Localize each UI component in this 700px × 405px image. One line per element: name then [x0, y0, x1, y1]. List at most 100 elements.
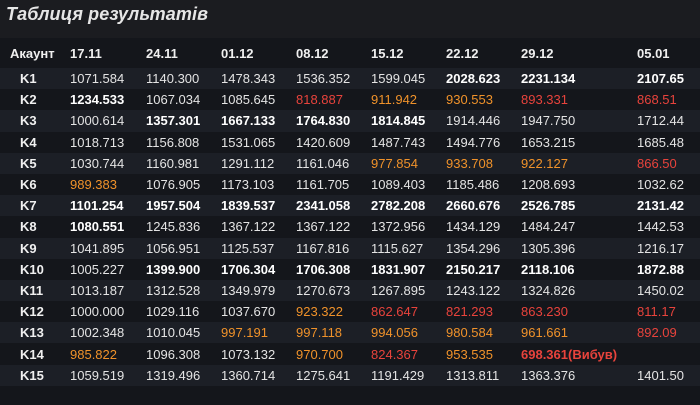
value-cell: 1363.376: [521, 367, 576, 383]
account-cell: K4: [20, 134, 37, 150]
value-cell: 1013.187: [70, 282, 125, 298]
value-cell: 1764.830: [296, 113, 351, 129]
value-cell: 1947.750: [521, 113, 576, 129]
value-cell: 1706.308: [296, 261, 351, 277]
value-cell: 866.50: [637, 155, 677, 171]
value-cell: 1000.000: [70, 304, 125, 320]
value-cell: 1487.743: [371, 134, 426, 150]
value-cell: 1484.247: [521, 219, 576, 235]
value-cell: 1957.504: [146, 198, 201, 214]
title-bar: Таблиця результатів: [0, 0, 700, 38]
value-cell: 1161.046: [296, 155, 350, 171]
value-cell: 922.127: [521, 155, 568, 171]
value-cell: 994.056: [371, 325, 418, 341]
column-header-date: 29.12: [521, 45, 554, 61]
value-cell: 977.854: [371, 155, 418, 171]
value-cell: 1234.533: [70, 92, 125, 108]
value-cell: 2526.785: [521, 198, 576, 214]
value-cell: 1914.446: [446, 113, 501, 129]
value-cell: 2118.106: [521, 261, 575, 277]
table-row: K10 1005.227 1399.900 1706.304 1706.308 1831.…: [0, 258, 700, 280]
value-cell: 1185.486: [446, 177, 500, 193]
value-cell: 1032.62: [637, 177, 684, 193]
value-cell: 1872.88: [637, 261, 684, 277]
value-cell: 997.118: [296, 325, 343, 341]
account-cell: K9: [20, 240, 37, 256]
column-header-date: 22.12: [446, 45, 479, 61]
table-row: K11 1013.187 1312.528 1349.979 1270.673 1267.…: [0, 279, 700, 302]
value-cell: 1125.537: [221, 240, 275, 256]
value-cell: 1115.627: [371, 240, 424, 256]
value-cell: 1357.301: [146, 113, 201, 129]
value-cell: 1319.496: [146, 367, 201, 383]
value-cell: 868.51: [637, 92, 677, 108]
table-row: K1 1071.584 1140.300 1478.343 1536.352 1599.0…: [0, 68, 700, 90]
table-row: K7 1101.254 1957.504 1839.537 2341.058 2782.2…: [0, 195, 700, 217]
table-row: K8 1080.551 1245.836 1367.122 1367.122 1372.9…: [0, 216, 700, 238]
value-cell: 970.700: [296, 346, 343, 362]
value-cell: 863.230: [521, 304, 568, 320]
account-cell: K2: [20, 92, 37, 108]
value-cell: 1442.53: [637, 219, 684, 235]
value-cell: 1030.744: [70, 155, 125, 171]
value-cell: 1367.122: [296, 219, 351, 235]
table-row: K12 1000.000 1029.116 1037.670 923.322 862.64…: [0, 301, 700, 323]
account-cell: K6: [20, 177, 37, 193]
value-cell: 1140.300: [146, 71, 200, 87]
value-cell: 1059.519: [70, 367, 125, 383]
value-cell: 1073.132: [221, 346, 276, 362]
column-header-account: Акаунт: [10, 45, 55, 61]
value-cell: 1372.956: [371, 219, 426, 235]
value-cell: 1434.129: [446, 219, 501, 235]
value-cell: 930.553: [446, 92, 493, 108]
value-cell: 1161.705: [296, 177, 350, 193]
column-header-date: 24.11: [146, 45, 178, 61]
value-cell: 997.191: [221, 325, 268, 341]
value-cell: 980.584: [446, 325, 493, 341]
value-cell: 1067.034: [146, 92, 201, 108]
value-cell: 818.887: [296, 92, 343, 108]
account-cell: K7: [20, 198, 37, 214]
value-cell: 1367.122: [221, 219, 276, 235]
page-title: Таблиця результатів: [6, 4, 209, 24]
value-cell: 1089.403: [371, 177, 426, 193]
value-cell: 2150.217: [446, 261, 501, 277]
table-row: K9 1041.895 1056.951 1125.537 1167.816 1115.6…: [0, 237, 700, 259]
table-row: K3 1000.614 1357.301 1667.133 1764.830 1814.8…: [0, 110, 700, 132]
value-cell: [637, 343, 700, 364]
value-cell: 1243.122: [446, 282, 501, 298]
value-cell: 1399.900: [146, 261, 201, 277]
value-cell: 2782.208: [371, 198, 426, 214]
value-cell: 1156.808: [146, 134, 200, 150]
value-cell: 1536.352: [296, 71, 351, 87]
value-cell: 911.942: [371, 92, 418, 108]
value-cell: 824.367: [371, 346, 418, 362]
value-cell: 893.331: [521, 92, 568, 108]
value-cell: 1167.816: [296, 240, 350, 256]
value-cell: 953.535: [446, 346, 493, 362]
value-cell: 1018.713: [70, 134, 125, 150]
value-cell: 1478.343: [221, 71, 276, 87]
value-cell: 2107.65: [637, 71, 684, 87]
value-cell: 811.17: [637, 304, 676, 320]
value-cell: 933.708: [446, 155, 493, 171]
value-cell: 1354.296: [446, 240, 501, 256]
table-row: K6 989.383 1076.905 1173.103 1161.705 1089.40…: [0, 173, 700, 196]
value-cell: 1071.584: [70, 71, 125, 87]
column-header-date: 15.12: [371, 45, 404, 61]
account-cell: K13: [20, 325, 44, 341]
table-row: K5 1030.744 1160.981 1291.112 1161.046 977.85…: [0, 152, 700, 174]
value-cell: 1002.348: [70, 325, 125, 341]
value-cell: 989.383: [70, 177, 117, 193]
column-header-date: 17.11: [70, 45, 102, 61]
table-body: K1 1071.584 1140.300 1478.343 1536.352 1599.0…: [0, 68, 700, 386]
value-cell: 1494.776: [446, 134, 501, 150]
value-cell: 1706.304: [221, 261, 276, 277]
value-cell: 1191.429: [371, 367, 425, 383]
table-row: K13 1002.348 1010.045 997.191 997.118 994.056…: [0, 322, 700, 344]
value-cell: 1712.44: [637, 113, 684, 129]
value-cell: 1056.951: [146, 240, 201, 256]
table-row: K15 1059.519 1319.496 1360.714 1275.641 1191.…: [0, 364, 700, 386]
value-cell: 2660.676: [446, 198, 501, 214]
value-cell: 1349.979: [221, 282, 276, 298]
